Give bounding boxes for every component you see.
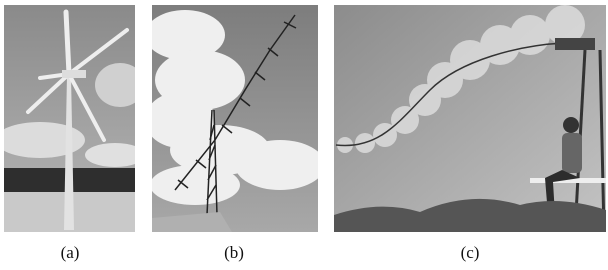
panel-label: (b) <box>224 243 244 262</box>
page: (a) (b) (c) (() => { const data = JSON.p… <box>0 0 608 270</box>
photo-c <box>334 5 606 232</box>
panel-label: (a) <box>61 243 80 262</box>
figure: (a) (b) (c) <box>0 0 608 270</box>
photo-a <box>0 5 145 232</box>
panel-label: (c) <box>461 243 480 262</box>
photo-b <box>145 5 325 232</box>
